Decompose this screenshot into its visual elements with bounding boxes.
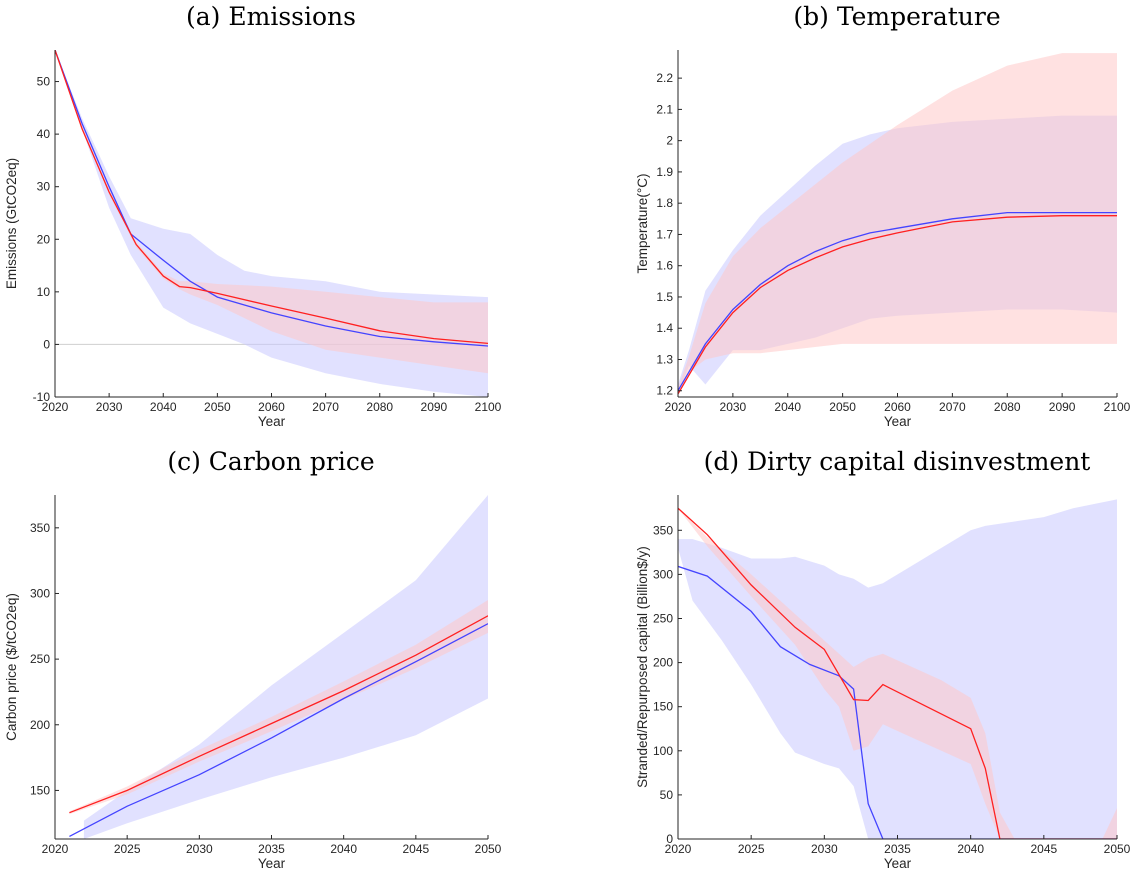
- x-tick-label: 2045: [402, 842, 429, 856]
- x-tick-label: 2090: [1049, 400, 1076, 414]
- y-tick-label: 50: [660, 788, 674, 802]
- x-tick-label: 2050: [475, 842, 502, 856]
- uncertainty-band-2: [678, 53, 1117, 394]
- y-tick-label: 0: [43, 337, 50, 351]
- x-tick-label: 2090: [421, 400, 448, 414]
- y-tick-label: 150: [30, 783, 50, 797]
- x-tick-label: 2025: [738, 842, 765, 856]
- x-tick-label: 2030: [811, 842, 838, 856]
- x-tick-label: 2020: [665, 842, 692, 856]
- y-tick-label: 1.3: [656, 352, 673, 366]
- x-tick-label: 2030: [720, 400, 747, 414]
- y-tick-label: 10: [37, 285, 51, 299]
- series-line-1: [678, 211, 1117, 392]
- y-axis-label: Stranded/Repurposed capital (Billion$/y): [635, 546, 650, 788]
- panel-title: (c) Carbon price: [167, 447, 374, 476]
- x-tick-label: 2050: [204, 400, 231, 414]
- y-tick-label: 2.2: [656, 71, 673, 85]
- y-tick-label: 350: [653, 523, 673, 537]
- x-tick-label: 2020: [42, 400, 69, 414]
- y-axis-label: Emissions (GtCO2eq): [4, 158, 19, 289]
- y-tick-label: 300: [653, 567, 673, 581]
- series-line-1: [678, 565, 1117, 839]
- y-tick-label: 200: [653, 656, 673, 670]
- x-tick-label: 2035: [258, 842, 285, 856]
- x-tick-label: 2070: [312, 400, 339, 414]
- y-tick-label: 1.6: [656, 259, 673, 273]
- x-tick-label: 2050: [829, 400, 856, 414]
- plot-area: [678, 499, 1117, 839]
- y-tick-label: 1.7: [656, 227, 673, 241]
- y-tick-label: 2: [666, 134, 673, 148]
- x-axis-label: Year: [258, 856, 286, 871]
- chart-panel-2: (b) Temperature 2020 2030 2040 2050 2060 2070 2…: [635, 2, 1131, 429]
- x-axis-label: Year: [258, 414, 286, 429]
- y-tick-label: 1.8: [656, 196, 673, 210]
- y-tick-label: 1.9: [656, 165, 673, 179]
- y-tick-label: 100: [653, 744, 673, 758]
- x-axis-label: Year: [884, 856, 912, 871]
- y-tick-label: -10: [33, 390, 51, 404]
- x-tick-label: 2040: [150, 400, 177, 414]
- y-tick-label: 1.2: [656, 384, 673, 398]
- y-tick-label: 150: [653, 700, 673, 714]
- series-line-2: [678, 215, 1117, 395]
- plot-area: [69, 495, 488, 839]
- x-tick-label: 2030: [186, 842, 213, 856]
- x-tick-label: 2100: [475, 400, 502, 414]
- series-line-2: [55, 50, 488, 345]
- y-tick-label: 1.5: [656, 290, 673, 304]
- y-tick-label: 300: [30, 586, 50, 600]
- chart-panel-4: (d) Dirty capital disinvestment 2020 2025 2…: [635, 447, 1131, 871]
- y-tick-label: 20: [37, 232, 51, 246]
- x-tick-label: 2045: [1030, 842, 1057, 856]
- series-line-2: [69, 615, 488, 814]
- series-line-1: [55, 50, 488, 347]
- panel-title: (d) Dirty capital disinvestment: [704, 447, 1091, 476]
- series-line-2: [678, 507, 1117, 839]
- y-axis-label: Carbon price ($/tCO2eq): [4, 593, 19, 741]
- uncertainty-band-1: [83, 495, 488, 839]
- y-axis-label: Temperature(°C): [635, 174, 650, 274]
- x-tick-label: 2030: [96, 400, 123, 414]
- x-tick-label: 2060: [258, 400, 285, 414]
- x-axis-label: Year: [884, 414, 912, 429]
- plot-area: [678, 53, 1117, 395]
- y-tick-label: 50: [37, 75, 51, 89]
- y-tick-label: 2.1: [656, 102, 673, 116]
- panel-title: (b) Temperature: [793, 2, 1000, 31]
- x-tick-label: 2060: [884, 400, 911, 414]
- y-tick-label: 0: [666, 832, 673, 846]
- y-tick-label: 250: [30, 652, 50, 666]
- series-line-1: [69, 623, 488, 837]
- y-tick-label: 250: [653, 611, 673, 625]
- plot-area: [55, 50, 488, 397]
- x-tick-label: 2035: [884, 842, 911, 856]
- x-tick-label: 2020: [42, 842, 69, 856]
- x-tick-label: 2040: [957, 842, 984, 856]
- x-tick-label: 2040: [330, 842, 357, 856]
- x-tick-label: 2080: [994, 400, 1021, 414]
- y-tick-label: 200: [30, 718, 50, 732]
- x-tick-label: 2040: [774, 400, 801, 414]
- uncertainty-band-2: [678, 508, 1117, 839]
- uncertainty-band-2: [55, 50, 488, 374]
- x-tick-label: 2025: [114, 842, 141, 856]
- panel-title: (a) Emissions: [186, 2, 356, 31]
- x-tick-label: 2070: [939, 400, 966, 414]
- y-tick-label: 30: [37, 180, 51, 194]
- x-tick-label: 2100: [1104, 400, 1131, 414]
- y-tick-label: 350: [30, 521, 50, 535]
- chart-panel-3: (c) Carbon price 2020 2025 2030 2035 2040 2045…: [4, 447, 502, 871]
- x-tick-label: 2080: [366, 400, 393, 414]
- x-tick-label: 2020: [665, 400, 692, 414]
- y-tick-label: 1.4: [656, 321, 673, 335]
- y-tick-label: 40: [37, 127, 51, 141]
- x-tick-label: 2050: [1104, 842, 1131, 856]
